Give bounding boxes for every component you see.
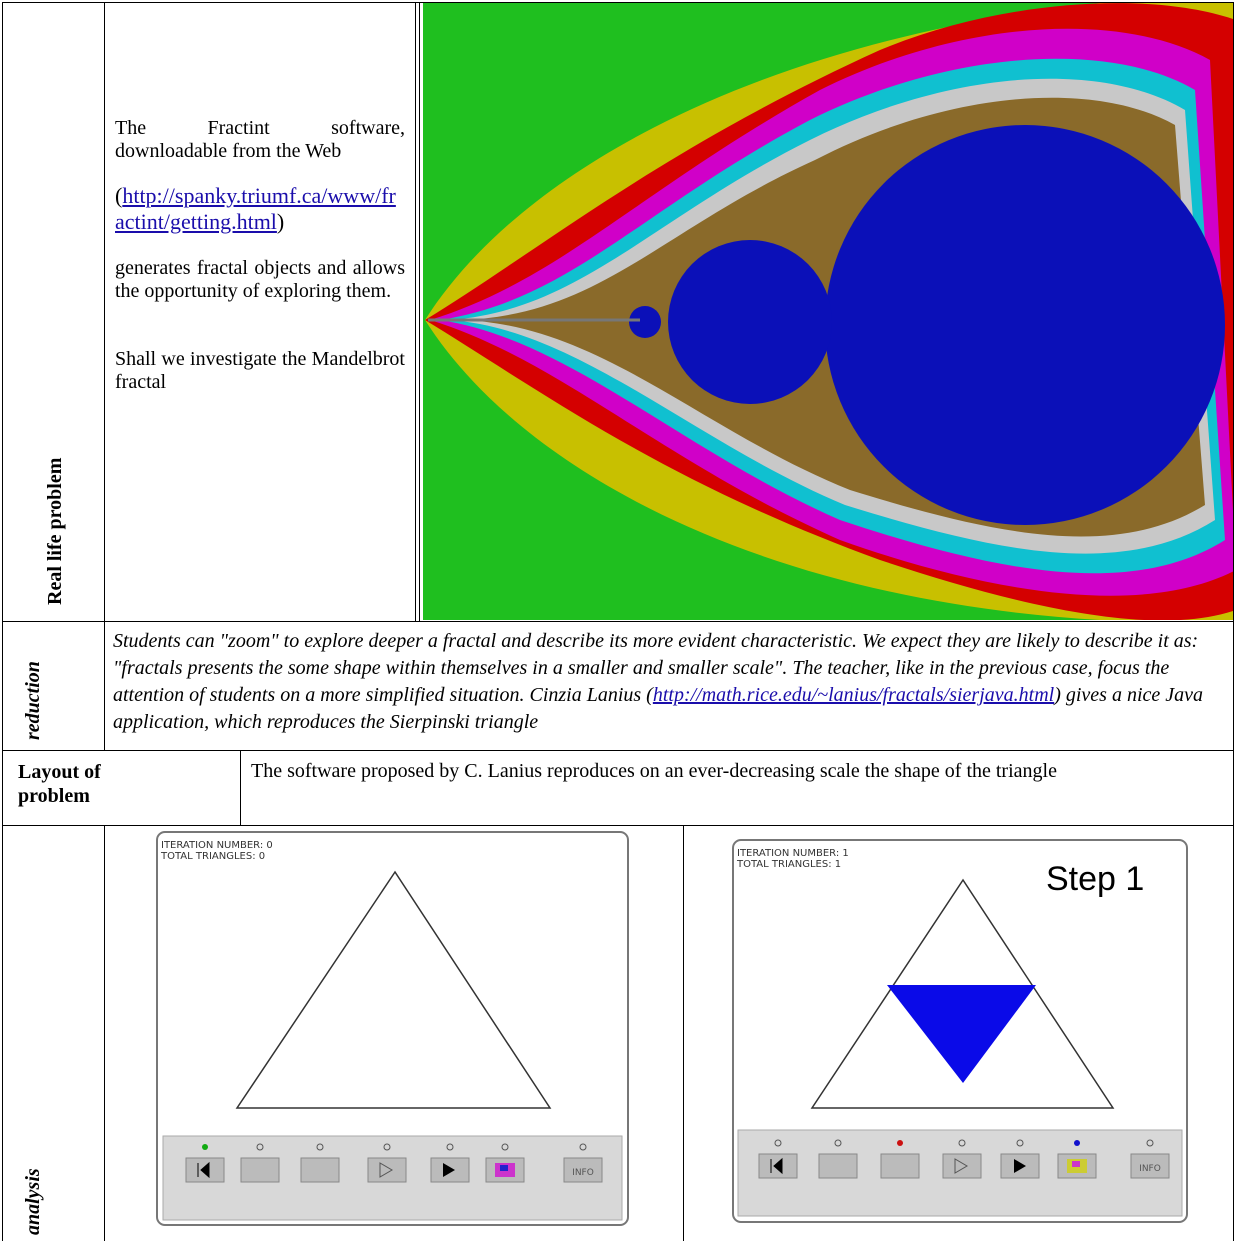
section-label: Layout of problem — [18, 760, 148, 808]
step-caption: Step 1 — [1046, 860, 1144, 898]
applet-panel: ITERATION NUMBER: 0 TOTAL TRIANGLES: 0 I… — [157, 832, 628, 1225]
page: ITERATION NUMBER: 0 TOTAL TRIANGLES: 0 I… — [0, 0, 1236, 1241]
iteration-text: ITERATION NUMBER: 0 — [161, 840, 273, 851]
info-button[interactable]: INFO — [1139, 1164, 1161, 1174]
total-text: TOTAL TRIANGLES: 1 — [736, 859, 841, 870]
section-label: analysis — [22, 1120, 45, 1235]
link[interactable]: http://math.rice.edu/~lanius/fractals/si… — [653, 684, 1054, 706]
applet-panel: ITERATION NUMBER: 1 TOTAL TRIANGLES: 1 I… — [733, 840, 1187, 1222]
link[interactable]: http://spanky.triumf.ca/www/fractint/get… — [115, 183, 396, 234]
link-paragraph: (http://spanky.triumf.ca/www/fractint/ge… — [115, 183, 405, 235]
paren: ) — [277, 209, 284, 234]
info-button[interactable]: INFO — [572, 1168, 594, 1178]
mandelbrot-image — [423, 3, 1236, 620]
iteration-text: ITERATION NUMBER: 1 — [737, 848, 849, 859]
total-text: TOTAL TRIANGLES: 0 — [160, 851, 265, 862]
paragraph: generates fractal objects and allows the… — [115, 257, 405, 303]
intro: The Fractint software, downloadable from… — [115, 117, 405, 394]
section-label: reduction — [22, 640, 45, 740]
paragraph: Shall we investigate the Mandelbrot frac… — [115, 348, 405, 394]
layout-text: The software proposed by C. Lanius repro… — [251, 758, 1226, 785]
paragraph: The Fractint software, downloadable from… — [115, 117, 405, 163]
reduction-text: Students can "zoom" to explore deeper a … — [113, 628, 1231, 736]
section-label: Real life problem — [44, 410, 67, 605]
